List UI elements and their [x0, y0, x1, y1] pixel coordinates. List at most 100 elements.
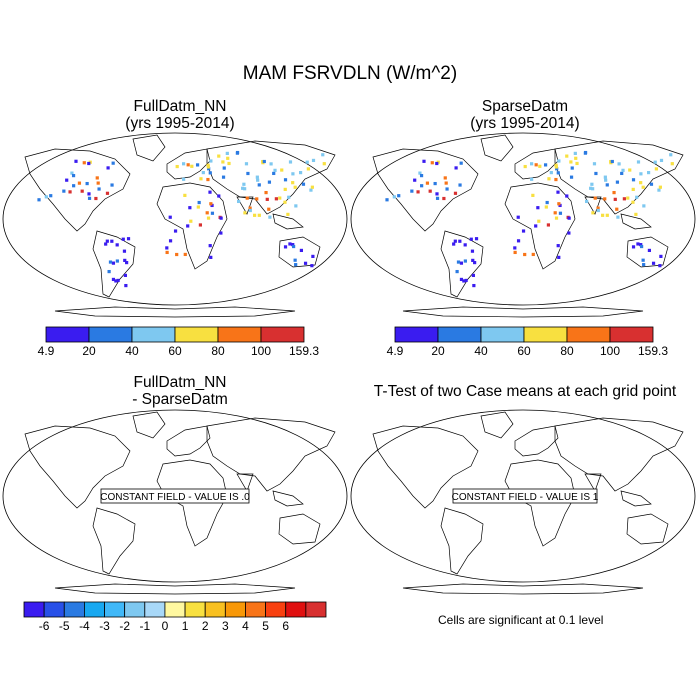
data-cell: [547, 177, 551, 181]
data-cell: [456, 260, 461, 264]
data-cell: [311, 158, 316, 163]
data-cell: [455, 269, 459, 274]
data-cell: [615, 207, 619, 211]
data-cell: [265, 197, 269, 201]
data-cell: [553, 211, 557, 215]
panel-2-title-line2: (yrs 1995-2014): [470, 115, 580, 132]
data-cell: [201, 170, 205, 175]
colorbar-swatch: [480, 326, 525, 343]
data-cell: [291, 172, 295, 176]
data-cell: [283, 178, 288, 182]
data-cell: [620, 171, 624, 176]
data-cell: [419, 174, 424, 178]
data-cell: [428, 189, 432, 193]
data-cell: [523, 252, 527, 257]
colorbar-tick-label: 60: [517, 344, 531, 358]
colorbar-swatch: [104, 601, 126, 618]
colorbar-tick-label: 40: [125, 344, 139, 358]
colorbar-tick-label: 40: [474, 344, 488, 358]
map-1-data-cells: [37, 150, 326, 288]
data-cell: [87, 161, 91, 166]
data-cell: [442, 196, 446, 201]
data-cell: [293, 258, 297, 262]
data-cell: [659, 158, 664, 163]
colorbar-swatch: [88, 326, 133, 343]
data-cell: [472, 283, 476, 288]
data-cell: [262, 159, 266, 164]
data-cell: [557, 159, 561, 163]
data-cell: [567, 231, 571, 235]
data-cell: [471, 273, 476, 278]
data-cell: [165, 250, 169, 255]
data-cell: [253, 213, 257, 217]
data-cell: [255, 197, 259, 201]
data-cell: [222, 166, 226, 170]
colorbar-swatch: [609, 326, 654, 343]
data-cell: [651, 261, 656, 265]
data-cell: [96, 181, 100, 185]
data-cell: [639, 243, 643, 247]
data-cell: [631, 178, 636, 182]
data-cell: [209, 202, 213, 206]
data-cell: [110, 183, 114, 187]
data-cell: [639, 181, 643, 185]
data-cell: [116, 278, 120, 283]
data-cell: [77, 181, 82, 185]
data-cell: [115, 243, 119, 247]
data-cell: [459, 277, 464, 282]
colorbar-swatch: [164, 601, 186, 618]
data-cell: [71, 174, 76, 178]
data-cell: [175, 164, 179, 169]
data-cell: [385, 198, 389, 202]
data-cell: [115, 259, 119, 263]
data-cell: [616, 215, 620, 219]
data-cell: [80, 189, 84, 193]
data-cell: [635, 195, 639, 199]
colorbar-swatch: [305, 601, 327, 618]
data-cell: [444, 181, 448, 185]
colorbar-swatch: [566, 326, 611, 343]
data-cell: [573, 151, 577, 156]
data-cell: [267, 207, 271, 211]
data-cell: [593, 196, 597, 200]
data-cell: [122, 249, 127, 253]
map-panel-1: [2, 132, 348, 318]
data-cell: [274, 197, 278, 201]
data-cell: [299, 248, 304, 253]
data-cell: [168, 215, 172, 219]
data-cell: [470, 249, 475, 253]
data-cell: [257, 213, 261, 217]
data-cell: [87, 196, 92, 200]
data-cell: [268, 215, 272, 219]
data-cell: [549, 170, 553, 175]
data-cell: [242, 182, 246, 186]
data-cell: [221, 160, 225, 164]
data-cell: [225, 151, 229, 156]
data-cell: [256, 178, 260, 182]
data-cell: [123, 273, 128, 278]
data-cell: [246, 171, 250, 176]
data-cell: [70, 171, 74, 175]
data-cell: [72, 184, 76, 188]
data-cell: [513, 246, 517, 250]
colorbar-swatch: [245, 601, 266, 618]
data-cell: [631, 245, 636, 249]
colorbar-tick-label: 159.3: [638, 344, 668, 358]
data-cell: [208, 244, 212, 248]
data-cell: [183, 193, 187, 197]
colorbar-swatch: [43, 601, 65, 618]
data-cell: [392, 195, 396, 199]
data-cell: [621, 168, 625, 172]
data-cell: [612, 190, 616, 195]
colorbar-swatch: [265, 601, 287, 618]
colorbar-swatch: [523, 326, 568, 343]
data-cell: [97, 187, 101, 191]
data-cell: [65, 178, 69, 182]
data-cell: [195, 163, 200, 167]
data-cell: [85, 181, 89, 186]
colorbar-tick-label: 80: [560, 344, 574, 358]
data-cell: [269, 162, 273, 166]
data-cell: [471, 258, 475, 262]
colorbar-tick-label: 60: [168, 344, 182, 358]
data-cell: [291, 243, 295, 247]
